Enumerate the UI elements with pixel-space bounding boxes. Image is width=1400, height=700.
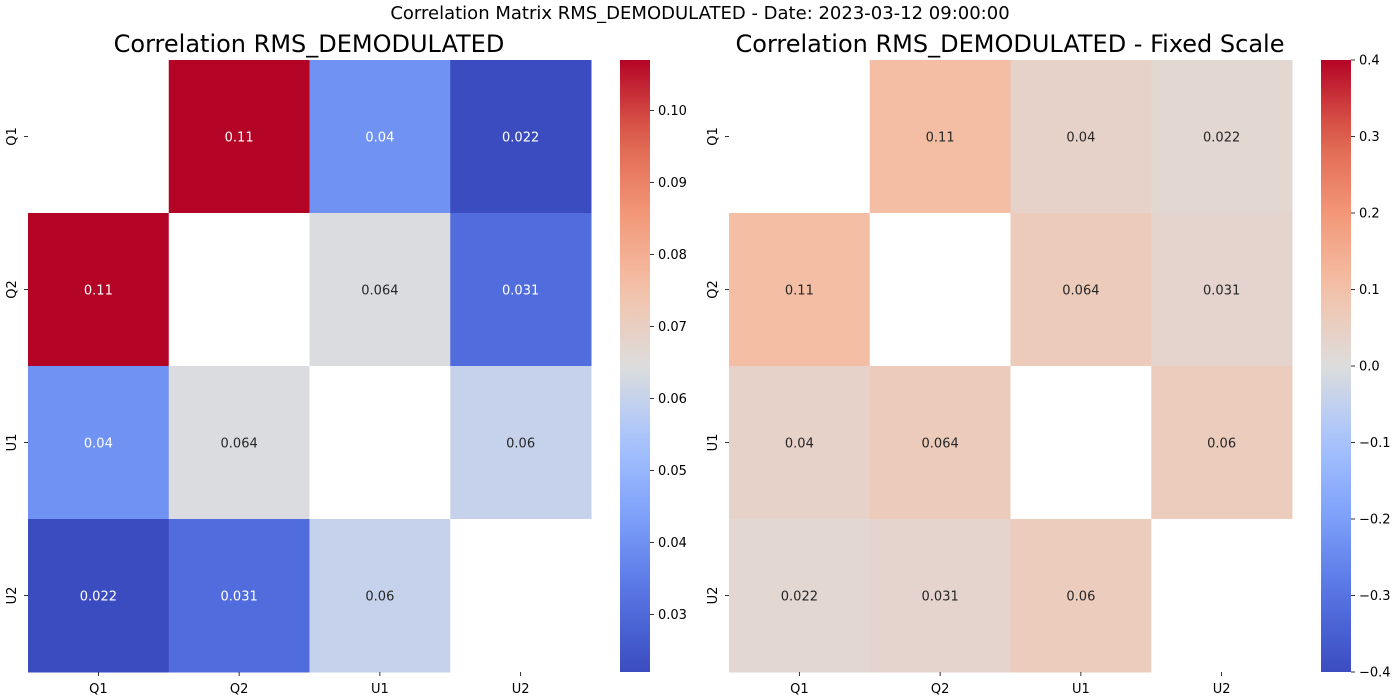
heatmap-cell-masked bbox=[168, 213, 310, 367]
heatmap-cell-label: 0.031 bbox=[1203, 284, 1240, 299]
heatmap-cell-label: 0.04 bbox=[1066, 131, 1095, 146]
x-tick-label: Q1 bbox=[790, 682, 809, 697]
colorbar-tick-label: 0.0 bbox=[1359, 360, 1380, 375]
colorbar-tick-label: 0.08 bbox=[658, 248, 687, 263]
heatmap-cell bbox=[168, 519, 310, 673]
x-tick-label: Q2 bbox=[931, 682, 950, 697]
colorbar-tick-label: 0.2 bbox=[1359, 207, 1380, 222]
colorbar-tick-label: 0.05 bbox=[658, 464, 687, 479]
heatmap-cell-label: 0.022 bbox=[781, 590, 818, 605]
colorbar-tick-label: 0.03 bbox=[658, 608, 687, 623]
heatmap-cell-label: 0.06 bbox=[365, 590, 394, 605]
colorbar-tick-label: 0.1 bbox=[1359, 283, 1380, 298]
colorbar-tick-label: −0.3 bbox=[1359, 589, 1391, 604]
y-tick-label: U2 bbox=[706, 587, 721, 605]
heatmap-cell bbox=[309, 519, 451, 673]
heatmap-panel-fixed-scale: Correlation RMS_DEMODULATED - Fixed Scal… bbox=[706, 30, 1391, 697]
y-tick-label: U2 bbox=[5, 587, 20, 605]
heatmap-cell-masked bbox=[450, 519, 592, 673]
heatmap-cell-label: 0.11 bbox=[84, 284, 113, 299]
y-tick-label: U1 bbox=[706, 434, 721, 452]
colorbar bbox=[1321, 60, 1351, 672]
x-tick-label: U1 bbox=[1072, 682, 1090, 697]
heatmap-cell bbox=[309, 60, 451, 214]
heatmap-title: Correlation RMS_DEMODULATED bbox=[114, 30, 505, 58]
heatmap-cell-label: 0.04 bbox=[365, 131, 394, 146]
y-tick-label: Q2 bbox=[706, 280, 721, 299]
heatmap-cell-label: 0.022 bbox=[80, 590, 117, 605]
heatmap-cell bbox=[1151, 213, 1293, 367]
heatmap-cell bbox=[309, 213, 451, 367]
heatmap-cell-label: 0.06 bbox=[506, 437, 535, 452]
heatmap-cell-label: 0.04 bbox=[785, 437, 814, 452]
heatmap-cell-masked bbox=[1151, 519, 1293, 673]
heatmap-cell bbox=[869, 366, 1011, 520]
heatmap-cell-label: 0.064 bbox=[922, 437, 959, 452]
heatmap-cell-label: 0.064 bbox=[1062, 284, 1099, 299]
heatmap-cell-label: 0.04 bbox=[84, 437, 113, 452]
heatmap-cell bbox=[1010, 519, 1152, 673]
heatmap-cell bbox=[869, 519, 1011, 673]
heatmap-cell bbox=[1010, 60, 1152, 214]
heatmap-cell-label: 0.064 bbox=[361, 284, 398, 299]
heatmap-cell-masked bbox=[28, 60, 170, 214]
colorbar-tick-label: 0.04 bbox=[658, 536, 687, 551]
heatmap-cell-label: 0.11 bbox=[785, 284, 814, 299]
heatmap-cell-label: 0.11 bbox=[926, 131, 955, 146]
x-tick-label: U2 bbox=[512, 682, 530, 697]
heatmap-cell bbox=[28, 366, 170, 520]
heatmap-cell-label: 0.064 bbox=[221, 437, 258, 452]
colorbar-tick-label: −0.1 bbox=[1359, 436, 1391, 451]
heatmap-cell bbox=[28, 213, 170, 367]
colorbar-tick-label: 0.07 bbox=[658, 320, 687, 335]
heatmap-cell bbox=[729, 366, 871, 520]
y-tick-label: Q2 bbox=[5, 280, 20, 299]
heatmap-title: Correlation RMS_DEMODULATED - Fixed Scal… bbox=[736, 30, 1285, 58]
colorbar-tick-label: 0.09 bbox=[658, 176, 687, 191]
heatmap-cell-label: 0.031 bbox=[502, 284, 539, 299]
x-tick-label: Q2 bbox=[230, 682, 249, 697]
x-tick-label: Q1 bbox=[89, 682, 108, 697]
figure-suptitle: Correlation Matrix RMS_DEMODULATED - Dat… bbox=[390, 3, 1009, 24]
x-tick-label: U2 bbox=[1213, 682, 1231, 697]
heatmap-cell-label: 0.031 bbox=[922, 590, 959, 605]
y-tick-label: Q1 bbox=[5, 127, 20, 146]
y-tick-label: Q1 bbox=[706, 127, 721, 146]
heatmap-cell bbox=[729, 519, 871, 673]
heatmap-cell-label: 0.022 bbox=[502, 131, 539, 146]
heatmap-cell bbox=[28, 519, 170, 673]
heatmap-cell-masked bbox=[1010, 366, 1152, 520]
heatmap-cell bbox=[1151, 60, 1293, 214]
colorbar bbox=[620, 60, 650, 672]
heatmap-cell-masked bbox=[729, 60, 871, 214]
heatmap-cell bbox=[450, 366, 592, 520]
x-tick-label: U1 bbox=[371, 682, 389, 697]
y-tick-label: U1 bbox=[5, 434, 20, 452]
colorbar-tick-label: 0.4 bbox=[1359, 54, 1380, 69]
heatmap-cell-masked bbox=[869, 213, 1011, 367]
colorbar-tick-label: −0.4 bbox=[1359, 666, 1391, 681]
colorbar-tick-label: −0.2 bbox=[1359, 513, 1391, 528]
colorbar-tick-label: 0.06 bbox=[658, 392, 687, 407]
heatmap-cell bbox=[869, 60, 1011, 214]
heatmap-cell-label: 0.06 bbox=[1207, 437, 1236, 452]
heatmap-cell-label: 0.06 bbox=[1066, 590, 1095, 605]
heatmap-cell bbox=[168, 366, 310, 520]
heatmap-panel-auto-scale: Correlation RMS_DEMODULATED 0.11 0.04 0.022… bbox=[5, 30, 687, 697]
colorbar-tick-label: 0.3 bbox=[1359, 130, 1380, 145]
heatmap-cell-label: 0.031 bbox=[221, 590, 258, 605]
heatmap-cell bbox=[450, 60, 592, 214]
heatmap-cell bbox=[450, 213, 592, 367]
heatmap-cell bbox=[168, 60, 310, 214]
heatmap-cell-masked bbox=[309, 366, 451, 520]
heatmap-cell-label: 0.11 bbox=[225, 131, 254, 146]
heatmap-cell bbox=[1010, 213, 1152, 367]
colorbar-tick-label: 0.10 bbox=[658, 104, 687, 119]
heatmap-cell-label: 0.022 bbox=[1203, 131, 1240, 146]
heatmap-cell bbox=[729, 213, 871, 367]
heatmap-cell bbox=[1151, 366, 1293, 520]
